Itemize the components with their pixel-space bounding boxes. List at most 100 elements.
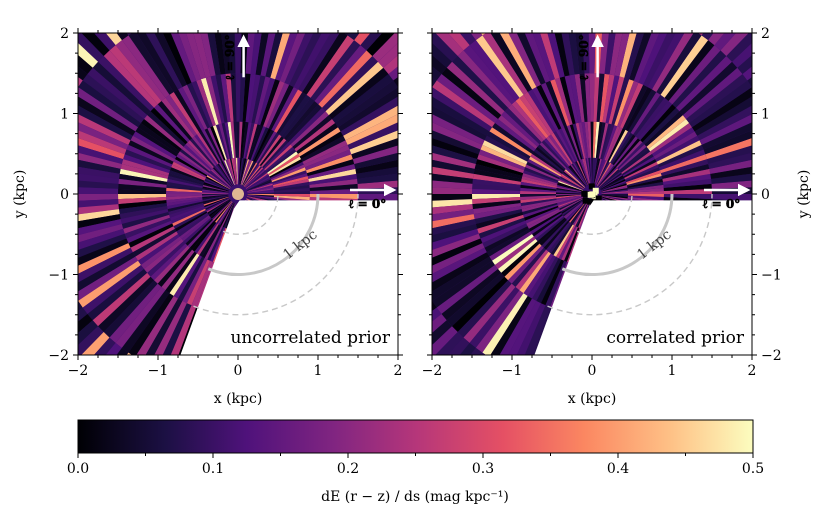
x-tick-label: −1 xyxy=(502,363,523,379)
longitude-label-0: ℓ = 0° xyxy=(348,197,386,211)
x-axis-label: x (kpc) xyxy=(214,391,263,407)
heat-cell xyxy=(33,294,78,328)
x-tick-label: −2 xyxy=(68,363,89,379)
heat-cell xyxy=(681,361,712,408)
heat-cell xyxy=(23,280,70,310)
heat-cell xyxy=(242,0,253,1)
x-tick-label: 1 xyxy=(668,363,677,379)
heat-cell xyxy=(644,378,667,427)
heat-cell xyxy=(651,375,675,424)
y-axis-label: y (kpc) xyxy=(12,170,28,220)
heat-cell xyxy=(290,378,313,427)
heat-cell xyxy=(0,218,49,234)
heat-cell xyxy=(118,0,149,27)
heat-cell xyxy=(780,226,829,244)
heat-cell xyxy=(528,0,549,8)
x-tick-label: 2 xyxy=(748,363,757,379)
heat-cell xyxy=(127,0,157,23)
heat-cell xyxy=(109,0,142,31)
y-tick-label: 0 xyxy=(60,187,69,203)
longitude-label-90: ℓ = 90° xyxy=(223,34,237,81)
center-artifact xyxy=(588,192,594,198)
heat-cell xyxy=(312,0,340,19)
heat-cell xyxy=(688,357,721,403)
panel-label: uncorrelated prior xyxy=(230,328,390,348)
heat-cell xyxy=(756,69,802,101)
y-tick-label: 1 xyxy=(60,107,69,123)
heat-cell xyxy=(38,52,83,87)
colorbar-tick-label: 0.0 xyxy=(67,461,89,477)
heat-cell xyxy=(681,0,712,27)
colorbar-tick-label: 0.5 xyxy=(742,461,764,477)
heat-cell xyxy=(203,0,218,3)
heat-cell xyxy=(223,0,234,1)
colorbar-tick-label: 0.3 xyxy=(472,461,494,477)
heat-cell xyxy=(136,0,164,19)
heat-cell xyxy=(297,375,321,424)
heat-cell xyxy=(392,301,437,336)
heat-cell xyxy=(659,372,685,420)
heat-cell xyxy=(518,0,541,10)
heat-cell xyxy=(508,0,532,13)
heat-cell xyxy=(557,0,572,3)
heat-cell xyxy=(341,353,375,398)
heat-cell xyxy=(266,0,283,4)
y-tick-label: −1 xyxy=(48,268,69,284)
heat-cell xyxy=(567,0,580,2)
heat-cell xyxy=(164,378,187,427)
heat-cell xyxy=(508,375,532,424)
heat-cell xyxy=(19,87,66,116)
heat-cell xyxy=(1,144,50,162)
heat-cell xyxy=(3,134,52,154)
panel-label: correlated prior xyxy=(606,328,745,348)
heat-cell xyxy=(771,105,819,130)
heat-cell xyxy=(6,242,55,264)
heat-cell xyxy=(28,69,74,101)
heat-cell xyxy=(481,0,511,23)
heat-cell xyxy=(752,294,797,328)
center-glow xyxy=(232,188,244,200)
heat-cell xyxy=(659,0,685,16)
heat-cell xyxy=(334,357,367,403)
heat-cell xyxy=(1,226,50,244)
heat-cell xyxy=(118,361,149,408)
x-tick-label: 0 xyxy=(234,363,243,379)
heat-cell xyxy=(33,60,78,94)
heat-cell xyxy=(305,0,331,16)
heat-cell xyxy=(674,0,704,23)
heat-cell xyxy=(767,96,815,123)
heat-cell xyxy=(547,0,564,4)
heat-cell xyxy=(327,361,358,408)
heat-cell xyxy=(778,134,827,154)
heat-cell xyxy=(463,0,496,31)
heat-cell xyxy=(250,0,263,2)
heat-cell xyxy=(393,301,438,336)
heat-cell xyxy=(537,0,556,6)
heat-cell xyxy=(472,361,503,408)
colorbar-tick-label: 0.2 xyxy=(337,461,359,477)
heat-cell xyxy=(747,52,792,87)
heat-cell xyxy=(23,78,70,108)
x-tick-label: 2 xyxy=(394,363,403,379)
heat-cell xyxy=(28,287,74,319)
heat-cell xyxy=(764,87,811,116)
heat-cell xyxy=(778,234,827,254)
y-tick-label: 0 xyxy=(761,187,770,203)
y-tick-label: −1 xyxy=(761,268,782,284)
heat-cell xyxy=(274,0,293,6)
x-tick-label: −1 xyxy=(148,363,169,379)
y-tick-label: −2 xyxy=(761,348,782,364)
heat-cell xyxy=(776,124,825,146)
heat-cell xyxy=(392,52,437,87)
heat-cell xyxy=(8,115,57,139)
heat-cell xyxy=(193,0,210,4)
y-tick-label: 1 xyxy=(761,107,770,123)
heat-cell xyxy=(587,0,597,1)
heat-cell xyxy=(688,0,721,31)
heat-cell xyxy=(101,353,135,398)
x-axis-label: x (kpc) xyxy=(568,391,617,407)
heat-cell xyxy=(518,378,541,427)
